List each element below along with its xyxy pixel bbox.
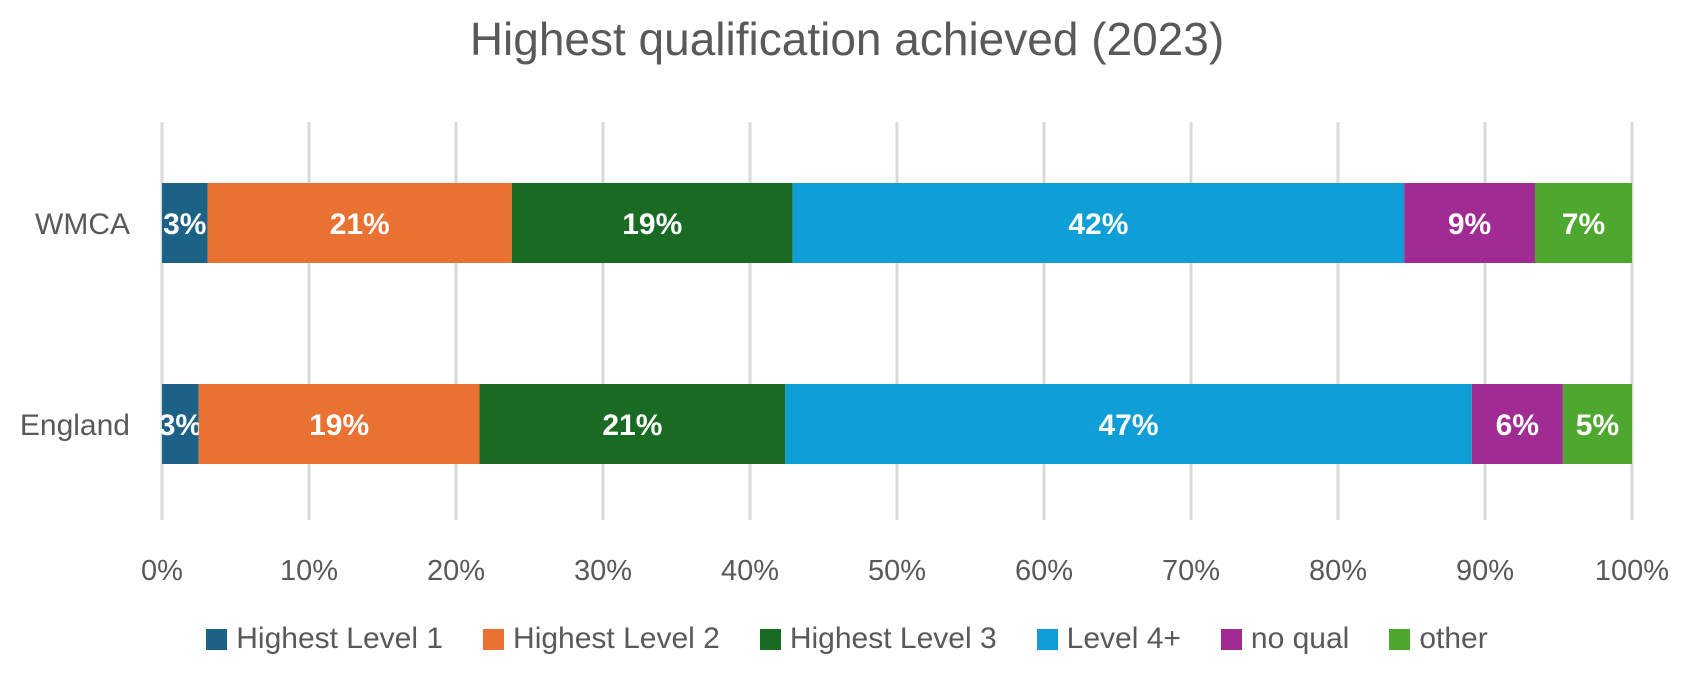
legend-item: other <box>1389 622 1488 656</box>
legend-item: Highest Level 3 <box>759 622 997 656</box>
legend-item: no qual <box>1220 622 1350 656</box>
x-tick-label: 20% <box>427 555 485 587</box>
x-tick-label: 0% <box>141 555 183 587</box>
x-tick-label: 50% <box>868 555 926 587</box>
legend-item: Highest Level 1 <box>206 622 443 656</box>
bar-segment <box>479 384 786 464</box>
data-label: 21% <box>602 409 662 442</box>
legend-label: Highest Level 1 <box>236 622 444 655</box>
chart-title: Highest qualification achieved (2023) <box>469 13 1225 65</box>
data-label: 19% <box>622 208 682 241</box>
legend-swatch <box>1036 628 1058 650</box>
x-tick-label: 100% <box>1595 555 1669 587</box>
data-label: 21% <box>330 208 390 241</box>
legend-item: Level 4+ <box>1036 622 1181 656</box>
bar-segment <box>792 183 1405 263</box>
x-tick-label: 10% <box>280 555 338 587</box>
legend-swatch <box>1389 628 1411 650</box>
bar-segment <box>1404 183 1535 263</box>
legend-label: Level 4+ <box>1066 622 1181 655</box>
y-category-label: WMCA <box>35 208 130 241</box>
chart-legend: Highest Level 1 Highest Level 2 Highest Le… <box>0 622 1694 656</box>
x-tick-label: 30% <box>574 555 632 587</box>
x-tick-label: 80% <box>1309 555 1367 587</box>
y-category-label: England <box>20 409 130 442</box>
bar-segment <box>785 384 1472 464</box>
legend-swatch <box>759 628 781 650</box>
bar-segment <box>162 183 208 263</box>
bar-segment <box>162 384 199 464</box>
data-label: 3% <box>159 409 202 442</box>
x-tick-label: 70% <box>1162 555 1220 587</box>
bar-segment <box>1534 183 1632 263</box>
legend-swatch <box>483 628 505 650</box>
data-label: 5% <box>1576 409 1619 442</box>
data-label: 3% <box>163 208 206 241</box>
x-tick-label: 40% <box>721 555 779 587</box>
legend-label: Highest Level 2 <box>513 622 720 655</box>
bar-segment <box>1471 384 1563 464</box>
data-label: 9% <box>1448 208 1491 241</box>
data-label: 7% <box>1562 208 1605 241</box>
legend-label: no qual <box>1250 622 1350 655</box>
bar-segment <box>207 183 512 263</box>
bar-segment <box>1562 384 1632 464</box>
legend-swatch <box>1220 628 1242 650</box>
data-label: 19% <box>309 409 369 442</box>
x-tick-label: 90% <box>1456 555 1514 587</box>
legend-label: other <box>1419 622 1488 655</box>
data-label: 47% <box>1099 409 1159 442</box>
legend-label: Highest Level 3 <box>789 622 997 655</box>
bar-segment <box>511 183 793 263</box>
bar-segment <box>198 384 480 464</box>
data-label: 42% <box>1068 208 1128 241</box>
data-label: 6% <box>1496 409 1539 442</box>
legend-swatch <box>206 628 228 650</box>
legend-item: Highest Level 2 <box>483 622 720 656</box>
x-tick-label: 60% <box>1015 555 1073 587</box>
